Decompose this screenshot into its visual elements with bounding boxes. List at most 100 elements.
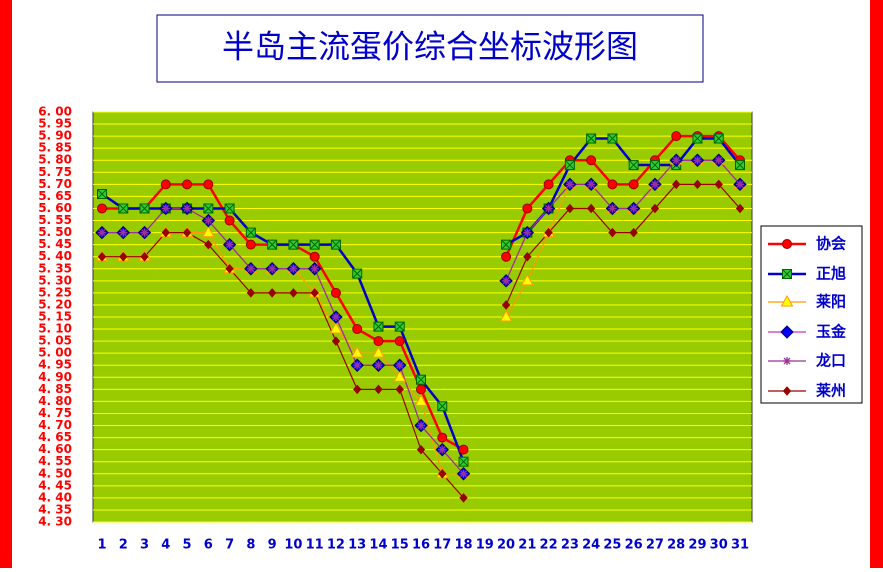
marker-cross — [394, 321, 405, 332]
marker-cross — [373, 321, 384, 332]
marker-cross — [246, 227, 256, 238]
marker — [437, 401, 448, 412]
marker — [374, 361, 383, 370]
marker-cross — [565, 160, 575, 170]
marker — [139, 203, 150, 214]
marker — [502, 276, 511, 285]
x-tick-label: 13 — [348, 538, 366, 553]
marker — [97, 203, 107, 214]
marker — [203, 179, 214, 190]
y-tick-label: 4. 85 — [38, 382, 72, 396]
marker-cross — [458, 456, 469, 467]
marker — [649, 160, 660, 171]
marker — [330, 287, 341, 298]
marker — [225, 264, 234, 274]
marker — [288, 239, 299, 250]
x-tick-label: 15 — [391, 538, 409, 553]
legend-label: 协会 — [816, 235, 846, 253]
x-tick-label: 28 — [667, 538, 685, 553]
marker — [414, 394, 428, 406]
marker — [416, 384, 426, 395]
marker — [161, 227, 170, 238]
marker — [416, 374, 426, 385]
x-tick-label: 4 — [161, 538, 170, 553]
marker — [373, 336, 384, 347]
marker — [735, 160, 745, 171]
y-tick-label: 4. 65 — [38, 430, 72, 444]
y-tick-label: 5. 40 — [38, 249, 72, 263]
y-tick-label: 5. 30 — [38, 273, 72, 287]
marker — [118, 203, 129, 214]
marker — [245, 227, 256, 238]
marker — [523, 251, 532, 262]
legend-box — [760, 225, 863, 404]
marker — [394, 336, 405, 347]
x-tick-label: 24 — [582, 538, 600, 553]
marker — [395, 361, 404, 370]
marker-cross — [607, 133, 618, 144]
marker — [522, 203, 533, 214]
marker-cross — [267, 239, 277, 250]
marker — [523, 228, 532, 237]
y-tick-label: 4. 70 — [38, 418, 72, 432]
x-tick-label: 29 — [688, 538, 706, 553]
marker — [650, 180, 659, 189]
legend-label: 莱州 — [816, 382, 846, 400]
right-bar — [870, 0, 883, 568]
marker — [395, 384, 404, 395]
marker — [501, 300, 511, 310]
marker — [520, 273, 534, 286]
y-tick-label: 4. 90 — [38, 370, 72, 384]
marker — [98, 228, 106, 237]
y-tick-label: 4. 45 — [38, 478, 72, 492]
legend-marker — [782, 269, 792, 279]
legend-label: 龙口 — [815, 352, 846, 370]
chart-title: 半岛主流蛋价综合坐标波形图 — [222, 28, 638, 66]
marker-cross — [352, 268, 363, 279]
marker — [374, 384, 383, 395]
marker — [246, 288, 256, 298]
y-tick-label: 5. 70 — [38, 177, 72, 191]
marker — [245, 239, 256, 250]
marker — [224, 203, 235, 214]
marker — [501, 239, 512, 250]
y-tick-label: 5. 35 — [38, 261, 72, 275]
y-tick-label: 6. 00 — [38, 105, 72, 119]
marker — [607, 179, 618, 190]
y-tick-label: 5. 00 — [38, 346, 72, 360]
marker-cross — [628, 160, 639, 170]
marker — [373, 321, 384, 332]
y-tick-label: 5. 45 — [38, 237, 72, 251]
marker — [628, 179, 639, 190]
marker — [183, 204, 192, 213]
left-bar — [0, 0, 12, 568]
y-tick-label: 5. 05 — [38, 334, 72, 348]
marker — [587, 180, 596, 189]
marker-cross — [118, 203, 129, 214]
marker — [204, 216, 213, 225]
x-tick-label: 26 — [625, 538, 643, 553]
marker — [736, 180, 744, 189]
y-tick-label: 4. 55 — [38, 454, 72, 468]
y-tick-label: 4. 50 — [38, 466, 72, 480]
marker — [543, 179, 554, 190]
legend-label: 玉金 — [816, 323, 847, 341]
marker — [140, 251, 149, 262]
marker — [352, 268, 363, 279]
marker-cross — [437, 401, 448, 412]
marker-cross — [309, 239, 320, 250]
marker-cross — [501, 239, 511, 250]
marker — [372, 346, 385, 358]
marker — [586, 133, 597, 144]
marker — [310, 288, 319, 298]
x-tick-label: 18 — [454, 538, 472, 553]
title-box — [156, 14, 704, 83]
marker — [713, 133, 724, 144]
y-tick-label: 5. 50 — [38, 225, 72, 239]
marker-cross — [713, 133, 724, 144]
marker — [438, 469, 447, 479]
marker — [97, 251, 107, 262]
marker-cross — [416, 374, 426, 385]
x-tick-label: 22 — [540, 538, 558, 553]
marker — [352, 324, 363, 335]
